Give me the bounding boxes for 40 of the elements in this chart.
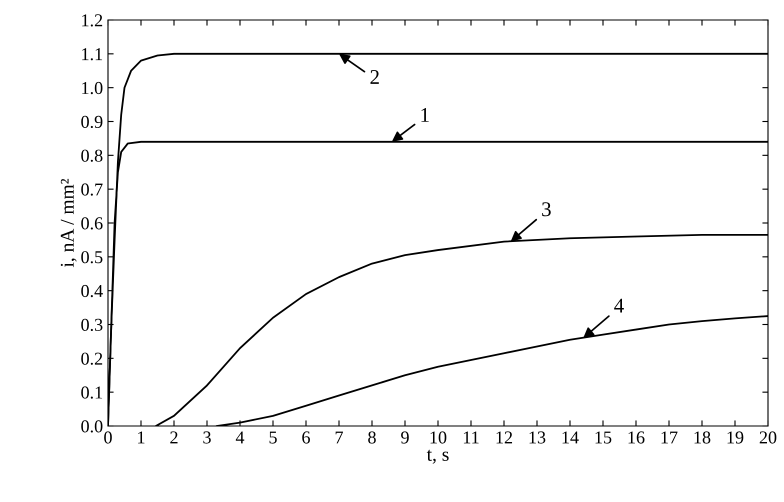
y-tick-label: 0.0	[81, 420, 102, 433]
x-tick-label: 17	[662, 431, 678, 444]
x-tick-label: 10	[430, 431, 446, 444]
y-tick-label: 0.8	[81, 150, 102, 162]
x-tick-label: 14	[562, 431, 579, 444]
x-axis-title: t, s	[426, 450, 449, 464]
x-tick-label: 8	[368, 431, 376, 444]
annotation: 3	[542, 202, 551, 216]
y-tick-label: 0.2	[81, 352, 102, 365]
y-tick-label: 1.0	[82, 82, 102, 94]
x-tick-label: 15	[596, 431, 612, 444]
y-tick-label: 0.1	[81, 386, 102, 399]
x-tick-label: 16	[628, 431, 644, 444]
y-tick-label: 0.6	[81, 217, 103, 230]
x-tick-label: 1	[138, 431, 144, 444]
y-tick-label: 0.4	[81, 284, 103, 298]
x-tick-label: 19	[728, 431, 744, 444]
x-tick-label: 6	[302, 431, 310, 444]
y-tick-label: 1.2	[82, 14, 102, 27]
x-tick-label: 9	[401, 431, 409, 444]
x-tick-label: 11	[464, 431, 479, 444]
y-tick-label: 1.1	[82, 48, 102, 60]
y-tick-label: 0.5	[81, 251, 102, 264]
y-tick-label: 0.9	[81, 116, 102, 128]
x-tick-label: 5	[270, 432, 277, 444]
y-tick-label: 0.3	[81, 318, 102, 332]
x-tick-label: 0	[104, 431, 112, 444]
y-axis-title: i, nA / mm²	[60, 178, 77, 268]
x-tick-label: 4	[236, 432, 244, 444]
annotation: 4	[614, 298, 624, 312]
y-tick-label: 0.7	[81, 183, 103, 196]
x-tick-label: 13	[530, 431, 546, 444]
x-tick-label: 20	[760, 431, 776, 444]
x-tick-label: 7	[336, 432, 343, 444]
x-tick-label: 18	[694, 431, 710, 444]
annotation: 1	[421, 108, 429, 122]
x-tick-label: 12	[496, 431, 512, 444]
x-tick-label: 3	[203, 431, 211, 444]
x-tick-label: 2	[170, 431, 178, 444]
annotation: 2	[370, 70, 379, 84]
